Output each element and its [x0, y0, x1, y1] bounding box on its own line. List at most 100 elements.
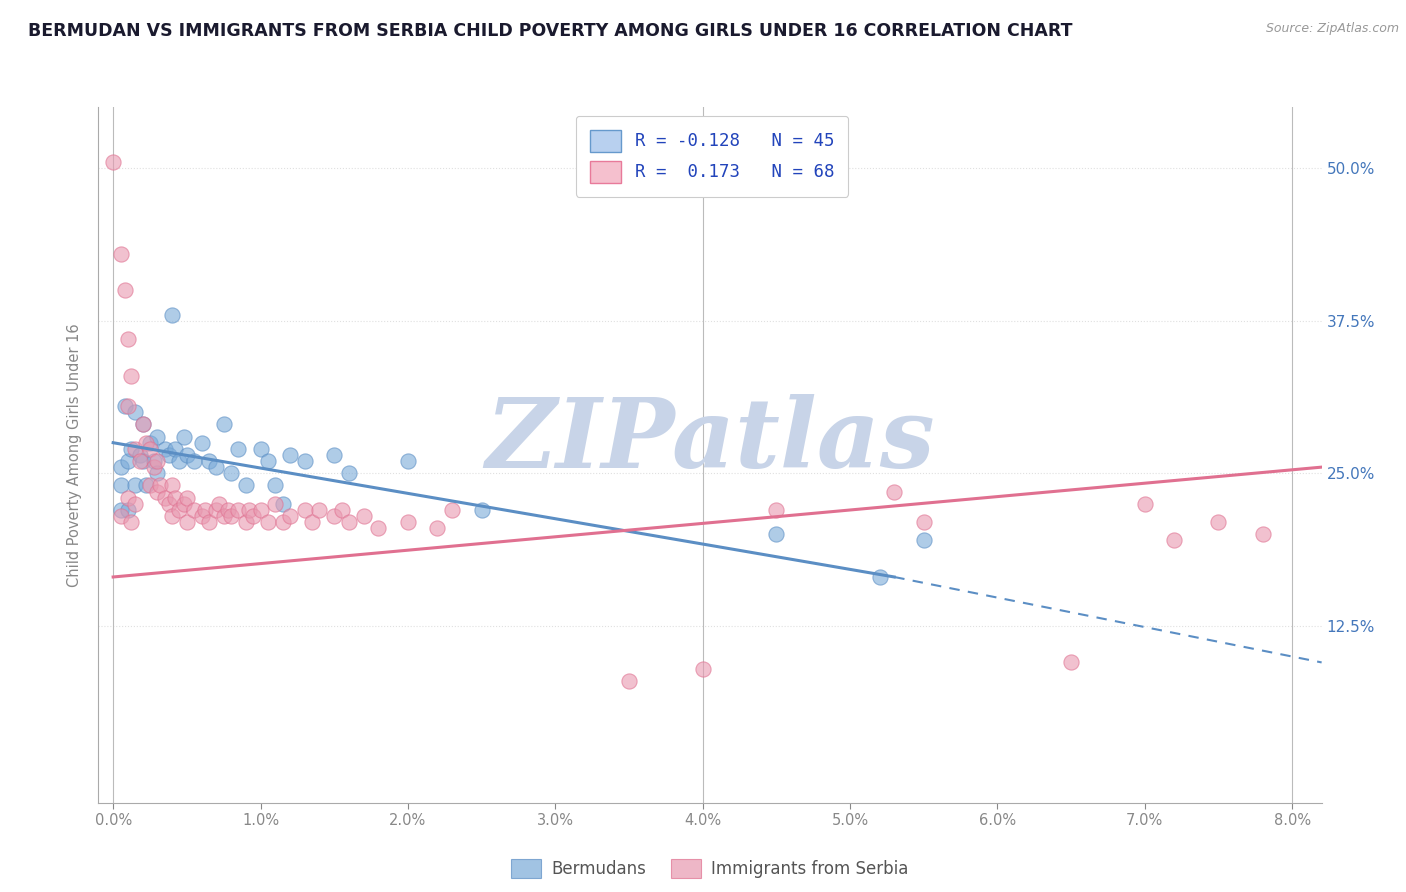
Point: [330, 503, 353, 517]
Point: [160, 478, 183, 492]
Point: [271, 497, 294, 511]
Point: [131, 417, 153, 432]
Point: [124, 497, 146, 511]
Point: [114, 399, 136, 413]
Point: [271, 515, 294, 529]
Point: [124, 405, 146, 419]
Point: [883, 484, 905, 499]
Point: [205, 460, 228, 475]
Text: Source: ZipAtlas.com: Source: ZipAtlas.com: [1265, 22, 1399, 36]
Point: [301, 515, 323, 529]
Point: [1060, 656, 1083, 670]
Point: [146, 467, 169, 481]
Point: [131, 417, 153, 432]
Point: [124, 442, 146, 456]
Point: [198, 515, 221, 529]
Point: [146, 454, 169, 468]
Point: [765, 527, 787, 541]
Point: [183, 454, 205, 468]
Point: [101, 155, 124, 169]
Point: [169, 503, 191, 517]
Point: [110, 508, 132, 523]
Point: [323, 508, 346, 523]
Point: [117, 491, 139, 505]
Point: [176, 448, 198, 462]
Point: [208, 497, 231, 511]
Point: [117, 503, 139, 517]
Point: [139, 435, 162, 450]
Point: [131, 454, 153, 468]
Point: [193, 503, 215, 517]
Point: [912, 515, 935, 529]
Point: [242, 508, 264, 523]
Point: [120, 515, 142, 529]
Point: [110, 503, 132, 517]
Point: [228, 442, 250, 456]
Point: [135, 435, 157, 450]
Point: [396, 454, 419, 468]
Point: [337, 515, 360, 529]
Point: [765, 503, 787, 517]
Point: [146, 484, 169, 499]
Point: [110, 460, 132, 475]
Text: ZIPatlas: ZIPatlas: [485, 394, 935, 488]
Point: [264, 497, 287, 511]
Point: [219, 467, 242, 481]
Point: [160, 308, 183, 322]
Point: [294, 454, 316, 468]
Point: [198, 454, 221, 468]
Point: [1133, 497, 1156, 511]
Point: [249, 442, 271, 456]
Point: [153, 491, 176, 505]
Point: [160, 508, 183, 523]
Point: [257, 515, 280, 529]
Point: [1251, 527, 1274, 541]
Point: [114, 283, 136, 297]
Point: [149, 478, 172, 492]
Point: [294, 503, 316, 517]
Point: [176, 491, 198, 505]
Point: [264, 478, 287, 492]
Point: [308, 503, 330, 517]
Point: [212, 508, 235, 523]
Point: [249, 503, 271, 517]
Point: [165, 491, 187, 505]
Point: [143, 460, 166, 475]
Point: [157, 497, 180, 511]
Point: [323, 448, 346, 462]
Point: [110, 478, 132, 492]
Point: [139, 442, 162, 456]
Point: [120, 442, 142, 456]
Point: [217, 503, 239, 517]
Point: [190, 508, 212, 523]
Point: [471, 503, 494, 517]
Text: BERMUDAN VS IMMIGRANTS FROM SERBIA CHILD POVERTY AMONG GIRLS UNDER 16 CORRELATIO: BERMUDAN VS IMMIGRANTS FROM SERBIA CHILD…: [28, 22, 1073, 40]
Point: [367, 521, 389, 535]
Point: [173, 497, 195, 511]
Point: [426, 521, 449, 535]
Point: [165, 442, 187, 456]
Point: [117, 399, 139, 413]
Point: [235, 478, 257, 492]
Y-axis label: Child Poverty Among Girls Under 16: Child Poverty Among Girls Under 16: [67, 323, 83, 587]
Point: [173, 429, 195, 443]
Point: [228, 503, 250, 517]
Point: [120, 368, 142, 383]
Point: [176, 515, 198, 529]
Point: [353, 508, 375, 523]
Point: [146, 429, 169, 443]
Point: [128, 454, 150, 468]
Point: [1208, 515, 1230, 529]
Point: [128, 448, 150, 462]
Point: [169, 454, 191, 468]
Point: [139, 478, 162, 492]
Point: [183, 503, 205, 517]
Point: [135, 478, 157, 492]
Point: [190, 435, 212, 450]
Point: [219, 508, 242, 523]
Point: [157, 448, 180, 462]
Point: [692, 661, 714, 675]
Point: [235, 515, 257, 529]
Point: [117, 332, 139, 346]
Point: [238, 503, 260, 517]
